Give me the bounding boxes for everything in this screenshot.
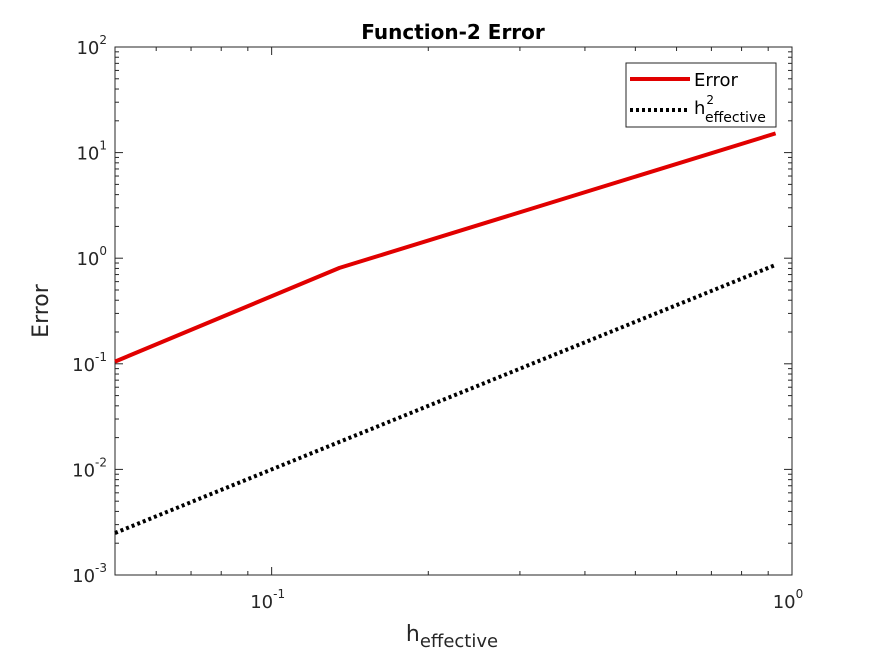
y-tick-label-base: 10: [72, 355, 95, 376]
chart-title: Function-2 Error: [361, 20, 545, 44]
y-tick-label-base: 10: [72, 460, 95, 481]
x-axis-label-sub: effective: [420, 631, 498, 652]
data-series: [114, 131, 777, 535]
y-axis-label: Error: [29, 283, 54, 338]
h2-effective-series-line: [114, 263, 777, 535]
legend-label-h2-sup: 2: [706, 93, 714, 107]
y-tick-label-exp: -1: [95, 350, 107, 364]
y-tick-label-exp: -3: [95, 561, 107, 575]
x-tick-label: 10-1: [250, 587, 285, 613]
y-tick-label-exp: 1: [99, 139, 107, 153]
y-tick-label: 101: [76, 139, 107, 165]
legend-label-h2-sub: effective: [705, 110, 766, 126]
x-tick-label-exp: 0: [796, 587, 804, 601]
y-tick-label: 102: [76, 33, 107, 59]
x-axis-label-base: h: [406, 622, 420, 647]
y-tick-label-base: 10: [72, 566, 95, 587]
y-tick-label: 10-3: [72, 561, 107, 587]
x-tick-label-base: 10: [773, 592, 796, 613]
legend: Error h2 effective: [625, 62, 777, 128]
x-tick-label: 100: [773, 587, 804, 613]
legend-box: [625, 62, 777, 128]
y-tick-label: 100: [76, 244, 107, 270]
x-axis-label: heffective: [406, 622, 498, 652]
legend-label-h2-base: h: [694, 98, 705, 119]
y-tick-label-exp: 0: [99, 244, 107, 258]
x-tick-label-exp: -1: [273, 587, 285, 601]
error-series-line: [114, 131, 777, 364]
legend-label-h2: h2 effective: [694, 93, 766, 126]
y-tick-label-base: 10: [76, 38, 99, 59]
y-tick-label-exp: -2: [95, 455, 107, 469]
legend-label-error: Error: [694, 70, 738, 91]
y-tick-label: 10-1: [72, 350, 107, 376]
x-tick-label-base: 10: [250, 592, 273, 613]
y-tick-label-base: 10: [76, 144, 99, 165]
y-tick-label-exp: 2: [99, 33, 107, 47]
y-tick-label: 10-2: [72, 455, 107, 481]
y-tick-label-base: 10: [76, 249, 99, 270]
